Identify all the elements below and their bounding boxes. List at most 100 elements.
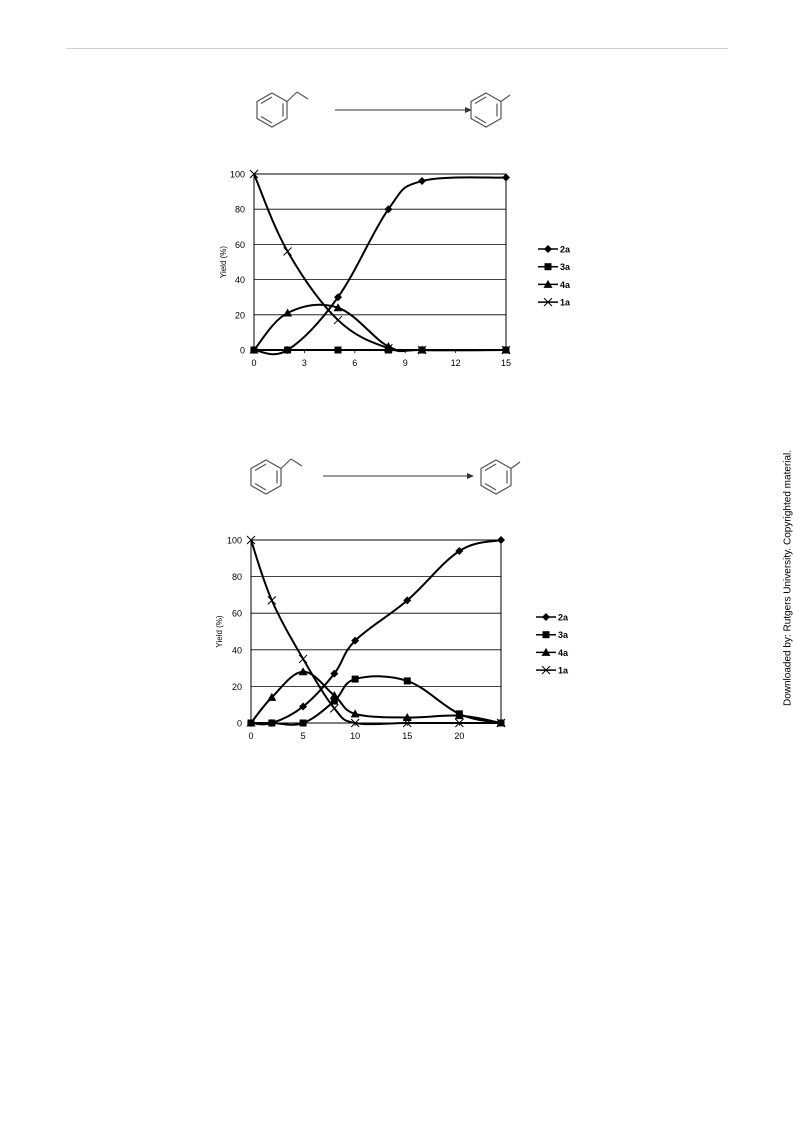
data-point-4a <box>333 303 343 312</box>
data-point-1a <box>384 343 393 353</box>
legend-marker <box>543 279 553 288</box>
data-point-2a <box>351 636 360 645</box>
toluene-structure <box>480 459 521 495</box>
legend-label: 1a <box>558 666 569 676</box>
x-tick-label: 0 <box>248 731 253 741</box>
data-point-3a <box>384 346 392 354</box>
series-line-1a <box>250 539 501 726</box>
series-1a <box>249 169 511 355</box>
data-point-1a <box>417 345 427 355</box>
data-point-2a <box>497 536 505 544</box>
data-point-1a <box>402 718 412 728</box>
data-point-4a <box>246 718 256 727</box>
series-1a <box>246 535 506 728</box>
y-tick-label: 100 <box>227 536 242 546</box>
data-point-3a <box>403 677 411 685</box>
x-tick-label: 6 <box>352 358 357 368</box>
y-tick-label: 0 <box>240 346 245 356</box>
legend-item-1a: 1a <box>538 298 571 308</box>
series-line-2a <box>250 539 502 726</box>
y-tick-label: 80 <box>232 572 242 582</box>
x-tick-label: 20 <box>454 731 464 741</box>
x-tick-label: 0 <box>251 358 256 368</box>
reaction-scheme-2 <box>250 458 521 495</box>
data-point-1a <box>454 718 464 728</box>
data-point-1a <box>350 718 360 728</box>
legend-label: 2a <box>560 245 571 255</box>
data-point-2a <box>299 702 308 711</box>
legend-marker <box>541 665 551 675</box>
y-tick-label: 0 <box>237 719 242 729</box>
legend-label: 4a <box>560 280 571 290</box>
data-point-1a <box>249 169 259 179</box>
x-tick-label: 9 <box>403 358 408 368</box>
data-point-2a <box>384 205 393 214</box>
data-point-3a <box>351 675 359 683</box>
data-point-1a <box>298 654 308 664</box>
y-tick-label: 20 <box>232 682 242 692</box>
data-point-3a <box>284 346 292 354</box>
series-line-1a <box>253 173 507 353</box>
data-point-3a <box>334 346 342 354</box>
data-point-4a <box>283 308 293 317</box>
data-point-2a <box>403 596 412 605</box>
ethylbenzene-structure <box>256 91 309 128</box>
legend-marker <box>543 297 553 307</box>
reaction-arrow <box>323 473 474 479</box>
legend-label: 2a <box>558 613 569 623</box>
legend-item-3a: 3a <box>536 630 569 640</box>
data-point-1a <box>496 718 506 728</box>
y-tick-label: 60 <box>235 240 245 250</box>
y-tick-label: 60 <box>232 609 242 619</box>
legend-item-4a: 4a <box>538 279 571 290</box>
data-point-3a <box>268 719 276 727</box>
plot-frame <box>250 539 502 724</box>
x-tick-label: 15 <box>501 358 511 368</box>
y-tick-label: 80 <box>235 205 245 215</box>
data-point-1a <box>246 535 256 545</box>
legend-item-2a: 2a <box>538 245 571 255</box>
data-point-4a <box>350 709 360 718</box>
series-2a <box>247 536 505 727</box>
data-point-1a <box>329 704 339 713</box>
data-point-4a <box>329 691 339 700</box>
top-divider <box>66 48 728 49</box>
x-tick-label: 5 <box>301 731 306 741</box>
legend-label: 4a <box>558 648 569 658</box>
data-point-2a <box>502 173 510 182</box>
toluene-structure <box>470 92 511 128</box>
data-point-4a <box>454 711 464 720</box>
legend-item-3a: 3a <box>538 262 571 272</box>
reaction-arrow <box>335 107 472 113</box>
legend-item-1a: 1a <box>536 666 569 676</box>
legend-item-2a: 2a <box>536 613 569 623</box>
x-tick-label: 10 <box>350 731 360 741</box>
data-point-4a <box>402 713 412 722</box>
data-point-4a <box>267 692 277 701</box>
data-point-1a <box>333 315 343 325</box>
data-point-1a <box>267 596 277 605</box>
legend-label: 3a <box>560 262 571 272</box>
data-point-4a <box>298 667 308 676</box>
data-point-3a <box>330 697 338 705</box>
x-tick-label: 3 <box>302 358 307 368</box>
yield-chart-1: 0 20 40 60 80 100 0 3 6 9 12 15 Yield (%) 2a 3a 4a 1a <box>219 169 571 369</box>
yield-chart-2: 0 20 40 60 80 100 0 5 10 15 20 Yield (%) 2a 3a 4a 1a <box>215 535 569 742</box>
y-axis-label: Yield (%) <box>219 246 228 278</box>
data-point-4a <box>249 345 259 354</box>
x-tick-label: 12 <box>451 358 461 368</box>
legend-marker <box>542 613 550 621</box>
download-watermark: Downloaded by: Rutgers University. Copyr… <box>782 449 793 707</box>
legend-marker <box>542 631 550 639</box>
series-line-4a <box>250 670 502 724</box>
legend-item-4a: 4a <box>536 647 569 658</box>
x-tick-label: 15 <box>402 731 412 741</box>
legend-label: 3a <box>558 630 569 640</box>
data-point-3a <box>299 719 307 727</box>
y-tick-label: 100 <box>230 170 245 180</box>
data-point-1a <box>283 247 292 256</box>
data-point-2a <box>418 177 426 186</box>
legend-marker <box>541 647 551 656</box>
data-point-2a <box>330 669 339 678</box>
data-point-2a <box>334 293 342 302</box>
